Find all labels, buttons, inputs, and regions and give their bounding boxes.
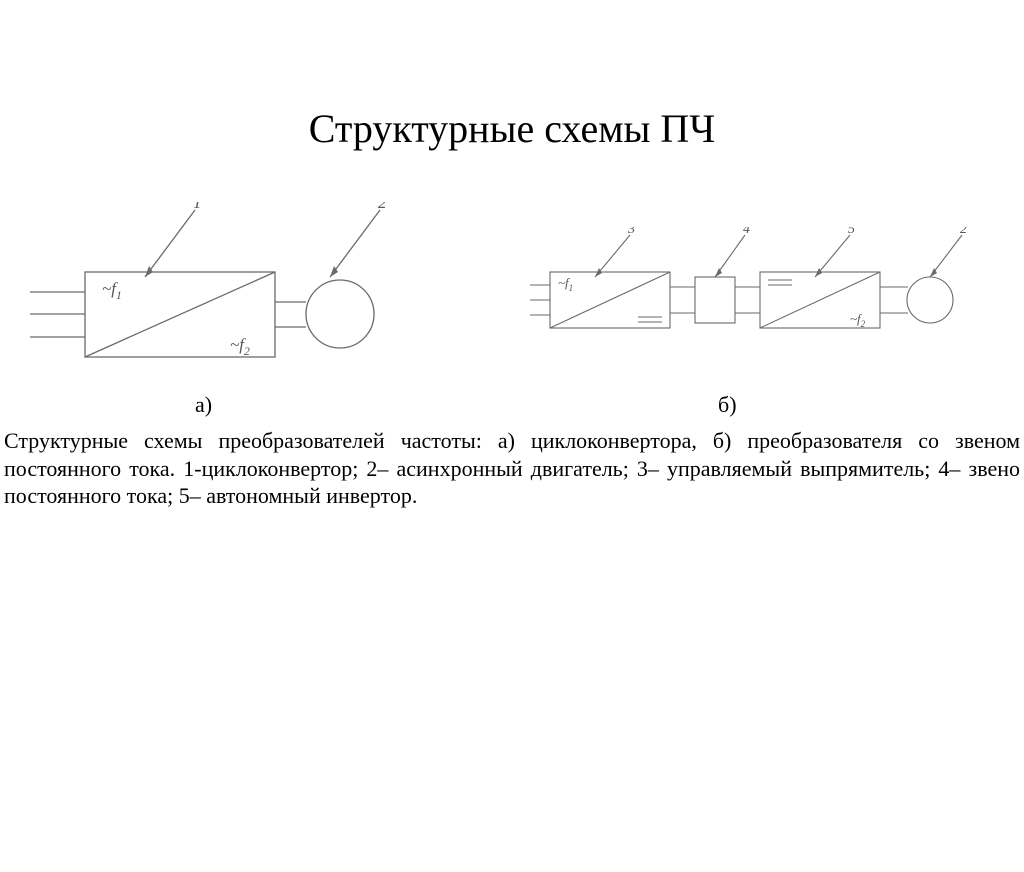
motor-symbol: [306, 280, 374, 348]
sublabel-a: а): [195, 392, 212, 418]
block1-bot-label: ~f2: [230, 335, 250, 358]
leader-num-2: 2: [378, 202, 387, 212]
leader-num-4: 4: [743, 227, 750, 237]
leader-num-2b: 2: [960, 227, 967, 237]
leader-num-5: 5: [848, 227, 855, 237]
leader-5: [815, 235, 850, 277]
page-title: Структурные схемы ПЧ: [0, 105, 1024, 152]
caption-text: Структурные схемы преобразователей часто…: [4, 427, 1020, 510]
leader-1: [145, 210, 195, 277]
leader-3: [595, 235, 630, 277]
leader-num-3: 3: [627, 227, 635, 237]
sublabel-b: б): [718, 392, 737, 418]
block5-bot-label: ~f2: [850, 311, 866, 329]
leader-4: [715, 235, 745, 277]
sublabels-row: а) б): [0, 392, 1024, 422]
leader-2: [330, 210, 380, 277]
diagram-a: 1 2 ~f1 ~f2: [10, 202, 410, 372]
leader-num-1: 1: [193, 202, 202, 212]
block1-top-label: ~f1: [102, 279, 122, 302]
block-dc-link: [695, 277, 735, 323]
motor-symbol: [907, 277, 953, 323]
diagram-b: 3 4 5 2 ~f1 ~f2: [530, 227, 980, 357]
block3-top-label: ~f1: [558, 275, 573, 293]
leader-2b: [930, 235, 962, 277]
diagrams-container: 1 2 ~f1 ~f2: [0, 202, 1024, 372]
